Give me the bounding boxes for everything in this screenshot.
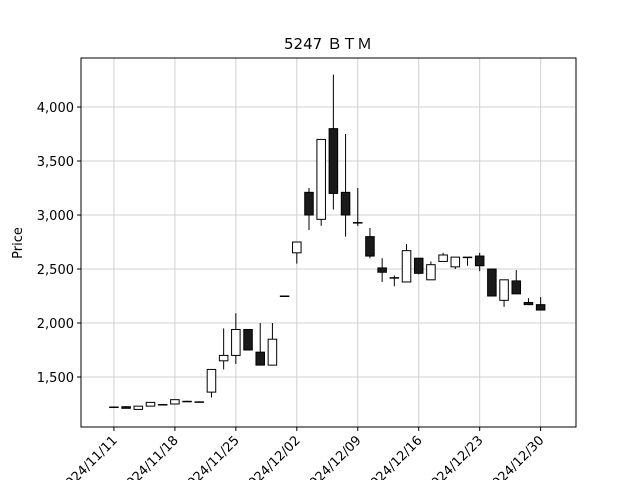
candle-body [121, 406, 131, 409]
candle-body [474, 255, 485, 267]
candle-body [133, 405, 144, 410]
plot-frame [80, 57, 577, 428]
x-tick-label: 2024/12/16 [362, 433, 426, 480]
candle-body [462, 256, 473, 259]
candle-body [292, 241, 302, 254]
x-tick-label: 2024/11/25 [179, 433, 243, 480]
candle-body [194, 401, 205, 403]
candle-body [352, 222, 363, 224]
y-axis-label: Price [11, 227, 26, 259]
candle-body [377, 267, 387, 273]
candle-body [340, 191, 351, 216]
candle-body [231, 328, 241, 356]
candle-body [243, 328, 253, 351]
y-tick-label: 2,500 [37, 263, 74, 278]
candle-body [389, 277, 400, 279]
x-tick-label: 2024/12/30 [484, 433, 548, 480]
candle-body [535, 304, 546, 311]
candle-body [267, 338, 278, 366]
candle-body [413, 257, 424, 274]
candle-body [170, 399, 180, 405]
candle-body [279, 295, 290, 298]
y-tick-label: 2,000 [37, 317, 74, 332]
candle-body [304, 191, 314, 216]
candle-body [523, 301, 534, 306]
candle-body [218, 354, 229, 362]
y-tick-label: 4,000 [37, 101, 74, 116]
candle-body [328, 128, 339, 194]
candle-body [438, 254, 448, 262]
candle-body [450, 256, 461, 268]
candle-body [145, 401, 156, 407]
y-tick-label: 3,000 [37, 209, 74, 224]
candle-body [182, 400, 192, 403]
candle-body [255, 351, 265, 366]
candle-body [157, 404, 168, 406]
y-tick-label: 3,500 [37, 155, 74, 170]
chart-title: 5247 ＢＴＭ [284, 35, 372, 53]
candle-body [316, 138, 326, 220]
candle-body [206, 368, 217, 393]
x-tick-label: 2024/11/11 [57, 433, 121, 480]
candle-body [109, 406, 119, 409]
x-tick-label: 2024/12/09 [301, 433, 365, 480]
candle-body [365, 236, 375, 257]
x-tick-label: 2024/12/23 [423, 433, 487, 480]
candle-body [487, 268, 497, 297]
candle-body [511, 280, 522, 295]
candle-body [401, 250, 412, 283]
x-tick-label: 2024/11/18 [118, 433, 182, 480]
x-tick-label: 2024/12/02 [240, 433, 304, 480]
candle-body [499, 279, 509, 301]
y-tick-label: 1,500 [37, 371, 74, 386]
candle-body [426, 264, 436, 281]
